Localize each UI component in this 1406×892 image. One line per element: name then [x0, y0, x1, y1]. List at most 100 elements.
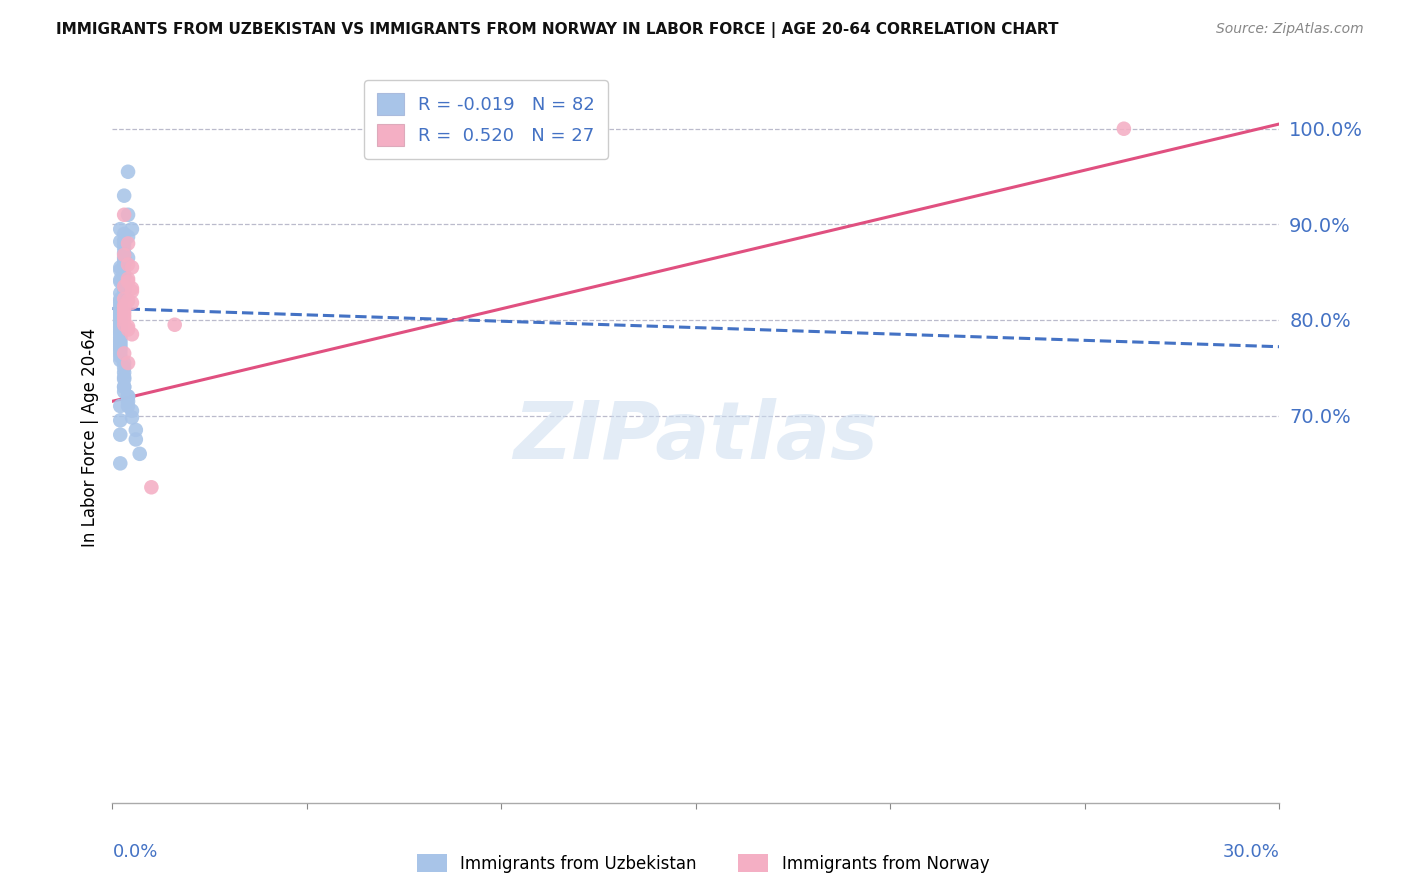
Point	[1112, 121, 1135, 136]
Point	[121, 281, 143, 295]
Point	[117, 293, 139, 308]
Point	[110, 340, 132, 354]
Point	[112, 248, 135, 262]
Legend: R = -0.019   N = 82, R =  0.520   N = 27: R = -0.019 N = 82, R = 0.520 N = 27	[364, 80, 607, 159]
Point	[117, 394, 139, 409]
Point	[117, 236, 139, 251]
Point	[117, 258, 139, 272]
Point	[110, 260, 132, 275]
Point	[121, 410, 143, 425]
Point	[110, 317, 132, 331]
Point	[117, 208, 139, 222]
Point	[110, 308, 132, 322]
Point	[112, 370, 135, 384]
Point	[112, 251, 135, 265]
Point	[110, 305, 132, 319]
Point	[110, 332, 132, 346]
Point	[121, 327, 143, 342]
Point	[110, 286, 132, 301]
Point	[117, 356, 139, 370]
Point	[117, 399, 139, 413]
Point	[110, 313, 132, 327]
Point	[110, 335, 132, 350]
Y-axis label: In Labor Force | Age 20-64: In Labor Force | Age 20-64	[80, 327, 98, 547]
Point	[112, 277, 135, 291]
Point	[112, 305, 135, 319]
Point	[117, 389, 139, 403]
Point	[117, 229, 139, 244]
Point	[112, 282, 135, 296]
Point	[110, 293, 132, 308]
Point	[110, 349, 132, 363]
Point	[121, 260, 143, 275]
Point	[112, 267, 135, 281]
Point	[110, 330, 132, 344]
Point	[110, 413, 132, 427]
Point	[110, 327, 132, 342]
Text: IMMIGRANTS FROM UZBEKISTAN VS IMMIGRANTS FROM NORWAY IN LABOR FORCE | AGE 20-64 : IMMIGRANTS FROM UZBEKISTAN VS IMMIGRANTS…	[56, 22, 1059, 38]
Point	[163, 318, 186, 332]
Point	[110, 346, 132, 360]
Point	[117, 389, 139, 403]
Point	[112, 292, 135, 306]
Point	[125, 433, 148, 447]
Point	[112, 356, 135, 370]
Point	[110, 326, 132, 340]
Point	[110, 275, 132, 289]
Point	[110, 273, 132, 287]
Point	[121, 404, 143, 418]
Point	[117, 165, 139, 179]
Point	[112, 279, 135, 293]
Point	[112, 241, 135, 255]
Point	[110, 320, 132, 334]
Point	[112, 346, 135, 360]
Point	[112, 384, 135, 399]
Point	[112, 380, 135, 394]
Point	[110, 307, 132, 321]
Point	[110, 319, 132, 334]
Text: 0.0%: 0.0%	[112, 843, 157, 861]
Point	[110, 318, 132, 332]
Point	[110, 292, 132, 306]
Point	[110, 343, 132, 358]
Point	[110, 303, 132, 318]
Point	[110, 263, 132, 277]
Point	[112, 285, 135, 299]
Point	[110, 295, 132, 310]
Point	[110, 310, 132, 324]
Point	[112, 278, 135, 293]
Point	[112, 318, 135, 332]
Point	[112, 236, 135, 251]
Point	[112, 299, 135, 313]
Point	[110, 235, 132, 249]
Point	[121, 295, 143, 310]
Point	[110, 338, 132, 352]
Point	[112, 246, 135, 260]
Point	[112, 289, 135, 303]
Point	[112, 366, 135, 380]
Point	[112, 188, 135, 202]
Legend: Immigrants from Uzbekistan, Immigrants from Norway: Immigrants from Uzbekistan, Immigrants f…	[411, 847, 995, 880]
Point	[117, 251, 139, 265]
Point	[121, 285, 143, 299]
Point	[112, 380, 135, 394]
Point	[110, 427, 132, 442]
Point	[110, 342, 132, 356]
Point	[110, 299, 132, 313]
Text: Source: ZipAtlas.com: Source: ZipAtlas.com	[1216, 22, 1364, 37]
Point	[112, 301, 135, 316]
Point	[112, 227, 135, 241]
Point	[110, 399, 132, 413]
Point	[112, 372, 135, 386]
Point	[112, 309, 135, 323]
Point	[112, 313, 135, 327]
Point	[117, 322, 139, 336]
Point	[121, 222, 143, 236]
Point	[112, 258, 135, 272]
Point	[110, 353, 132, 368]
Point	[110, 322, 132, 336]
Point	[141, 480, 163, 494]
Point	[117, 275, 139, 289]
Point	[128, 447, 150, 461]
Point	[117, 319, 139, 334]
